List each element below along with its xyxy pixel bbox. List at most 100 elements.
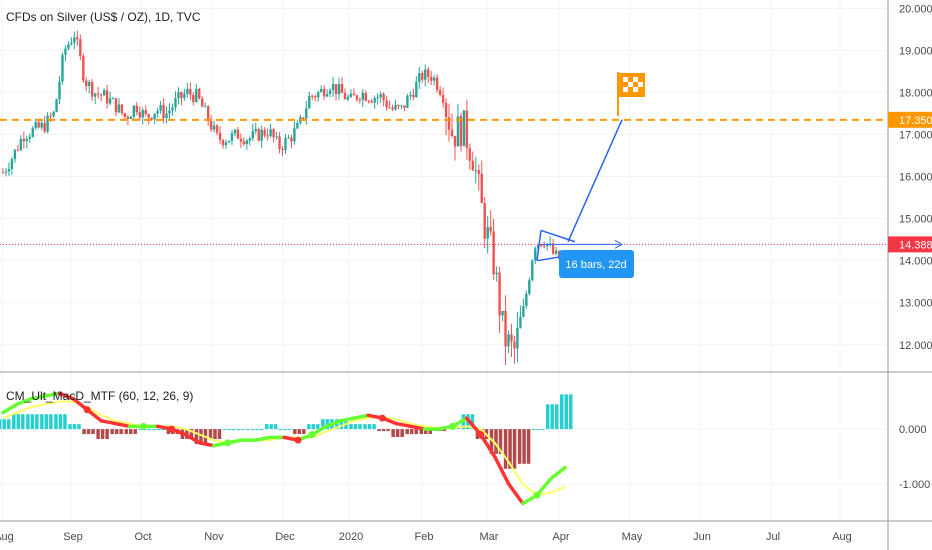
- candle-body: [230, 133, 234, 141]
- candle: [254, 122, 257, 135]
- candle: [251, 123, 254, 142]
- candle-body: [186, 88, 189, 94]
- histogram-bar: [349, 424, 353, 430]
- y-tick-label: 17.000: [899, 130, 932, 142]
- histogram-bar: [245, 429, 250, 431]
- macd-line-segment: [478, 432, 497, 459]
- histogram-bar: [54, 414, 58, 430]
- candle-body: [540, 244, 543, 246]
- candle: [76, 30, 79, 46]
- candle: [120, 104, 124, 116]
- price-label-bg: [888, 236, 932, 253]
- candle: [245, 138, 249, 150]
- x-tick-label: Oct: [134, 531, 151, 543]
- candle: [281, 146, 284, 157]
- candle-body: [263, 129, 266, 136]
- candle-body: [468, 148, 472, 161]
- histogram-bar: [569, 394, 573, 430]
- candle: [46, 112, 49, 134]
- histogram-bar: [307, 424, 311, 430]
- macd-line-segment: [43, 391, 61, 398]
- histogram-bar: [517, 429, 522, 464]
- candle: [397, 104, 400, 110]
- candle-body: [343, 92, 347, 100]
- candle-body: [465, 110, 469, 149]
- candle-body: [403, 105, 406, 108]
- cross-dot: [140, 422, 147, 430]
- candle: [19, 135, 23, 152]
- candle-body: [316, 92, 320, 98]
- histogram-bar: [367, 424, 372, 430]
- candle: [507, 330, 510, 353]
- x-tick-label: 2020: [339, 531, 363, 543]
- candle: [334, 84, 338, 101]
- macd-line-segment: [29, 394, 47, 401]
- candle: [16, 144, 20, 152]
- candle: [64, 45, 67, 62]
- candle: [108, 91, 112, 106]
- date-range-arrow: [614, 239, 624, 249]
- candle-body: [400, 105, 403, 107]
- candle-body: [293, 128, 296, 142]
- candle-body: [376, 97, 379, 99]
- candle-body: [120, 104, 124, 114]
- histogram-bar: [540, 429, 545, 431]
- candle-body: [233, 129, 237, 134]
- candle-body: [450, 129, 454, 137]
- candle-body: [251, 131, 254, 139]
- candle: [394, 99, 397, 111]
- grid: [0, 0, 888, 520]
- candle-body: [379, 94, 382, 98]
- candle-body: [367, 100, 370, 102]
- candle: [165, 106, 168, 124]
- candle: [483, 196, 486, 249]
- histogram-bar: [199, 429, 203, 444]
- candle: [114, 97, 118, 117]
- candle: [96, 86, 100, 99]
- flag-check: [623, 77, 628, 82]
- candle-body: [195, 88, 198, 102]
- candle-body: [248, 138, 252, 141]
- candle-body: [495, 272, 498, 275]
- candle-body: [180, 92, 183, 98]
- histogram-bar: [526, 429, 531, 464]
- candle: [510, 323, 513, 357]
- histogram-bar: [409, 429, 414, 435]
- candle: [462, 110, 466, 147]
- candle: [278, 132, 281, 154]
- histogram-bar: [208, 429, 213, 440]
- candle: [284, 134, 287, 154]
- drawings[interactable]: 16 bars, 22d: [536, 72, 645, 278]
- histogram-bar: [377, 429, 381, 432]
- candle-body: [284, 138, 287, 150]
- candle: [141, 107, 144, 125]
- candle: [337, 77, 341, 100]
- candle: [224, 139, 228, 149]
- candle-body: [192, 94, 195, 102]
- macd-y-tick-label: -1.000: [899, 479, 930, 491]
- candle-body: [67, 44, 70, 49]
- histogram-bar: [391, 429, 395, 438]
- histogram-bar: [414, 429, 418, 435]
- candle: [438, 86, 442, 97]
- candle-body: [218, 132, 222, 141]
- candle-body: [290, 137, 293, 142]
- candle-body: [421, 72, 424, 80]
- candle: [209, 115, 213, 132]
- y-tick-label: 13.000: [899, 298, 932, 310]
- histogram-bar: [241, 429, 245, 431]
- candle-body: [269, 129, 272, 136]
- histogram-bar: [236, 429, 241, 431]
- candle-body: [102, 90, 106, 96]
- candle: [153, 113, 156, 124]
- candle-body: [513, 341, 516, 349]
- histogram-bar: [512, 429, 517, 469]
- histogram-bar: [316, 424, 320, 430]
- candle: [441, 87, 445, 108]
- candle-body: [528, 280, 531, 294]
- x-tick-label: Nov: [204, 531, 224, 543]
- candle: [367, 99, 370, 104]
- candle-body: [516, 327, 519, 349]
- histogram-bar: [545, 404, 550, 430]
